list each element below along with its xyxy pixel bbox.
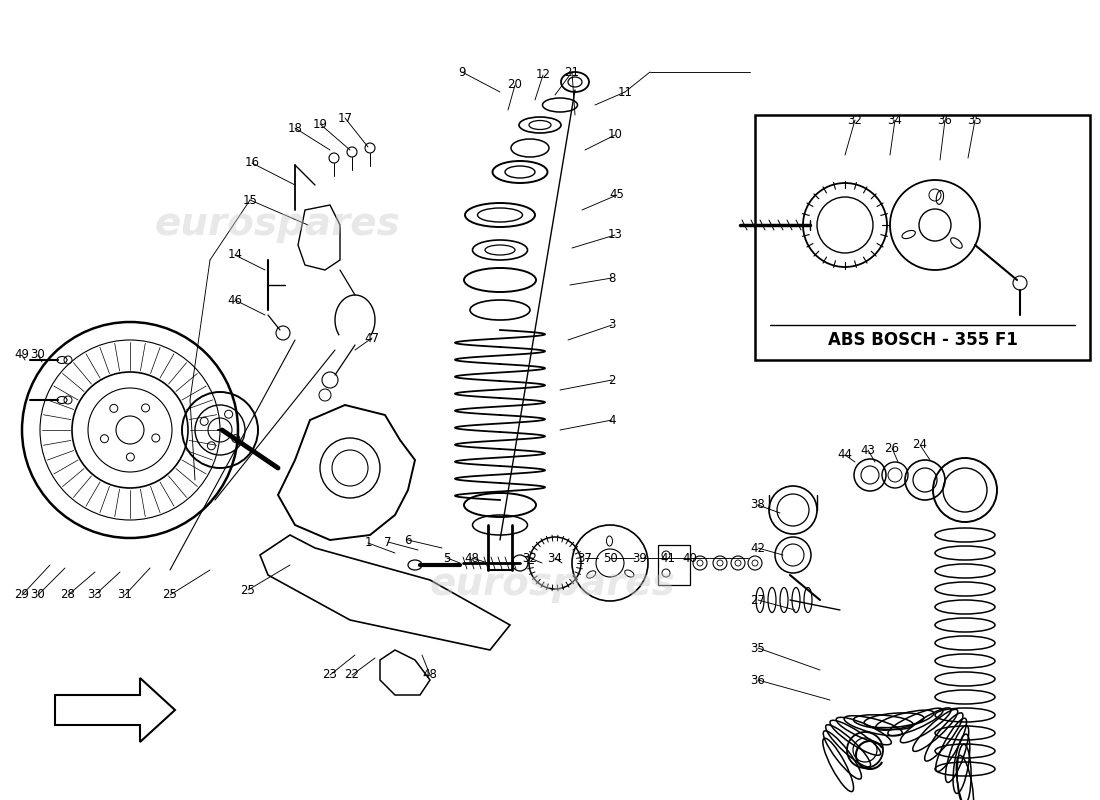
Text: 28: 28 [60,589,76,602]
Text: 18: 18 [287,122,303,134]
Text: 46: 46 [228,294,242,306]
Text: 7: 7 [384,535,392,549]
Text: 48: 48 [464,551,480,565]
Text: 4: 4 [608,414,616,426]
Text: 42: 42 [750,542,766,554]
Text: 8: 8 [608,271,616,285]
Text: 49: 49 [14,349,30,362]
Text: eurospares: eurospares [155,205,400,243]
Text: 5: 5 [443,551,451,565]
Text: 25: 25 [241,583,255,597]
Bar [658,545,690,585]
Text: 16: 16 [244,157,260,170]
Text: 36: 36 [937,114,953,126]
Text: 19: 19 [312,118,328,130]
Text: 44: 44 [837,449,852,462]
Text: 32: 32 [522,551,538,565]
Text: 30: 30 [31,589,45,602]
Text: 34: 34 [548,551,562,565]
Text: 21: 21 [564,66,580,78]
Text: 2: 2 [608,374,616,386]
Text: 43: 43 [860,443,876,457]
Text: 10: 10 [607,129,623,142]
Text: 13: 13 [607,229,623,242]
Text: 20: 20 [507,78,522,91]
Text: 24: 24 [913,438,927,451]
Text: 35: 35 [968,114,982,126]
Text: 48: 48 [422,669,438,682]
Text: 11: 11 [617,86,632,98]
Text: 40: 40 [683,551,697,565]
Text: 30: 30 [31,349,45,362]
Text: 9: 9 [459,66,465,78]
Text: 36: 36 [750,674,766,686]
Text: eurospares: eurospares [430,565,675,603]
Text: 35: 35 [750,642,766,654]
Text: 26: 26 [884,442,900,454]
Text: 12: 12 [536,69,550,82]
Text: 3: 3 [608,318,616,331]
Text: 45: 45 [609,189,625,202]
Text: 27: 27 [750,594,766,606]
Text: ABS BOSCH - 355 F1: ABS BOSCH - 355 F1 [827,331,1018,349]
Text: 23: 23 [322,669,338,682]
Text: 31: 31 [118,589,132,602]
Text: 15: 15 [243,194,257,206]
Text: 41: 41 [660,551,675,565]
Bar [755,115,1090,360]
Text: 29: 29 [14,589,30,602]
Text: 34: 34 [888,114,902,126]
Text: 33: 33 [88,589,102,602]
Text: 17: 17 [338,111,352,125]
Text: 50: 50 [603,551,617,565]
Text: 22: 22 [344,669,360,682]
Text: 47: 47 [364,331,380,345]
Text: 39: 39 [632,551,648,565]
Text: 25: 25 [163,589,177,602]
Text: 38: 38 [750,498,766,511]
Text: 14: 14 [228,249,242,262]
Text: 37: 37 [578,551,593,565]
Text: 1: 1 [364,537,372,550]
Text: 32: 32 [848,114,862,126]
Text: 6: 6 [405,534,411,546]
